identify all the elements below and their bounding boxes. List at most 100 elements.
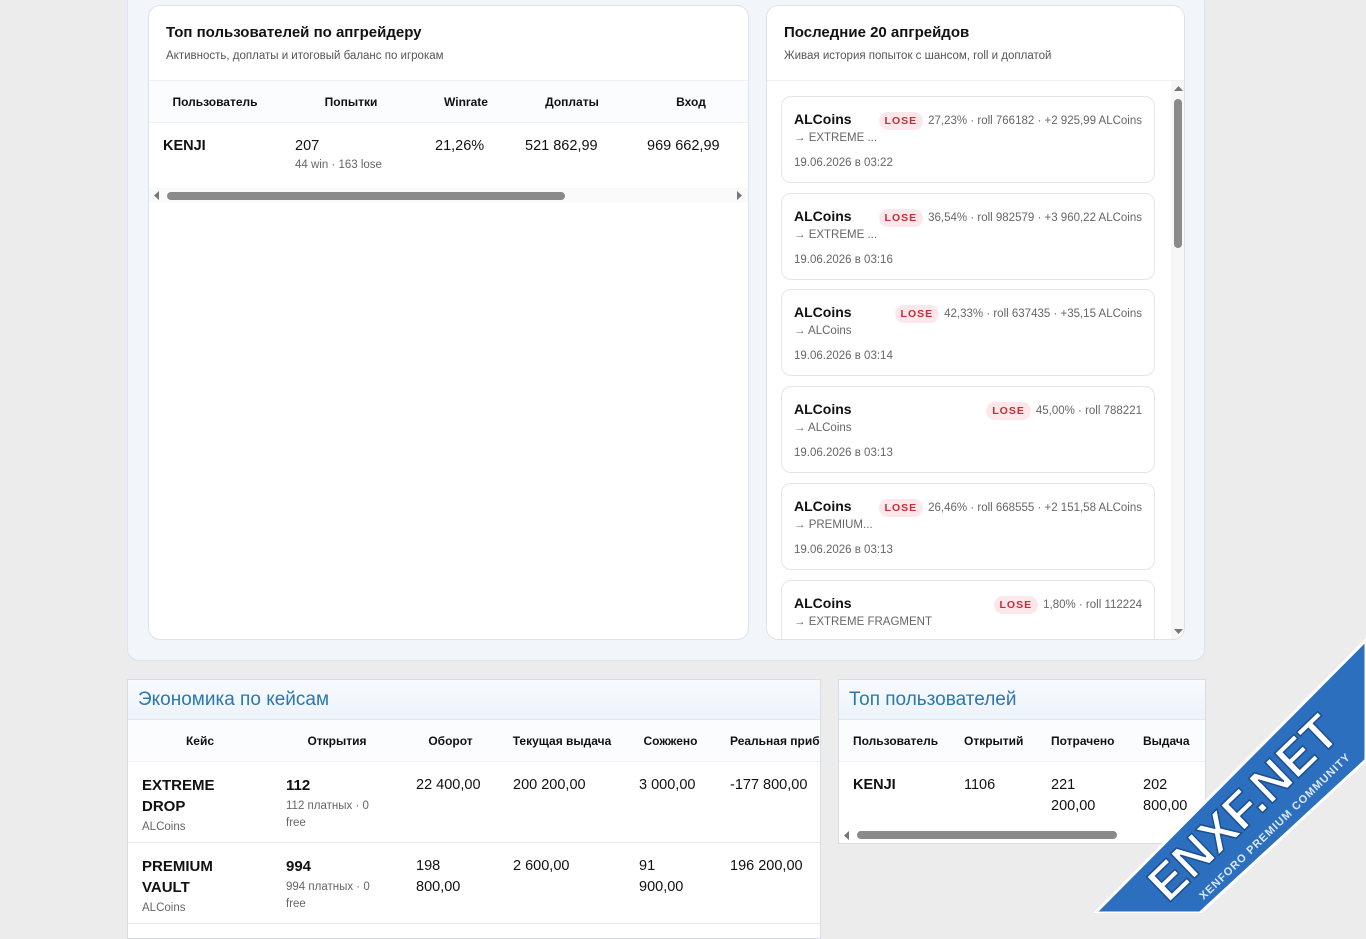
- opens-cell: 112 112 платных · 0 free: [272, 762, 402, 843]
- column-header: Оборот: [402, 720, 499, 762]
- surcharges-cell: 521 862,99: [525, 138, 598, 154]
- status-badge: LOSE: [894, 305, 940, 324]
- item-target: → EXTREME ...: [794, 228, 878, 241]
- column-header: Вход: [633, 81, 748, 123]
- item-info: 45,00% · roll 788221: [1035, 405, 1142, 418]
- payout-cell: 202 800,00: [1143, 777, 1188, 814]
- card-subtitle: Живая история попыток с шансом, roll и д…: [784, 50, 1052, 62]
- item-meta: LOSE 26,46% · roll 668555 · +2 151,58 ALC…: [878, 498, 1142, 517]
- burned-cell: 3 000,00: [639, 777, 696, 793]
- turnover-cell: 22 400,00: [416, 777, 481, 793]
- status-badge: LOSE: [878, 112, 924, 130]
- column-header: Текущая выдача: [499, 720, 625, 762]
- scroll-right[interactable]: [736, 191, 744, 200]
- burned-cell: 91 900,00: [639, 858, 684, 895]
- economy-row: EXTREME DROP ALCoins 112 112 платных · 0 fr…: [128, 762, 820, 843]
- panel-title: Экономика по кейсам: [128, 680, 820, 720]
- column-header: Выдача: [1129, 720, 1205, 762]
- item-target: → PREMIUM...: [794, 518, 873, 531]
- column-header: Пользователь: [839, 720, 950, 762]
- scroll-left[interactable]: [153, 191, 161, 200]
- case-name: EXTREME DROP: [142, 777, 215, 815]
- recent-list: ALCoins LOSE 27,23% · roll 766182 · +2 925…: [767, 81, 1171, 639]
- card-title: Последние 20 апгрейдов: [784, 24, 970, 41]
- column-header: Доплаты: [511, 81, 633, 123]
- top-users-table: Пользователь Открытий Потрачено Выдача K…: [839, 720, 1205, 823]
- column-header: Открытия: [272, 720, 402, 762]
- item-meta: LOSE 45,00% · roll 788221: [986, 402, 1142, 421]
- item-name: ALCoins: [794, 497, 852, 514]
- item-name: ALCoins: [794, 304, 852, 321]
- column-header: Кейс: [128, 720, 272, 762]
- item-target: → EXTREME FRAGMENT: [794, 615, 933, 628]
- item-target: → EXTREME ...: [794, 132, 878, 144]
- watermark-title: ENXF.NET: [1137, 704, 1350, 912]
- case-cell: EXTREME DROP ALCoins: [128, 762, 272, 843]
- page: Топ пользователей по апгрейдеру Активнос…: [127, 0, 1366, 939]
- upgrade-item: ALCoins LOSE 27,23% · roll 766182 · +2 925…: [781, 96, 1155, 183]
- item-date: 19.06.2026 в 03:22: [794, 157, 893, 169]
- column-header: Открытий: [950, 720, 1037, 762]
- item-date: 19.06.2026 в 03:13: [794, 447, 893, 460]
- profit-cell: 196 200,00: [730, 858, 803, 874]
- opens-cell: 994 994 платных · 0 free: [272, 843, 402, 924]
- h-scrollbar[interactable]: [839, 828, 1205, 843]
- attempts: 207: [295, 138, 320, 154]
- panel-title: Топ пользователей: [839, 680, 1205, 720]
- input-cell: 969 662,99: [647, 138, 720, 154]
- profit-cell: -177 800,00: [730, 777, 808, 793]
- item-name: ALCoins: [794, 594, 852, 611]
- status-badge: LOSE: [878, 498, 924, 517]
- scroll-thumb[interactable]: [857, 831, 1117, 839]
- item-date: 19.06.2026 в 03:16: [794, 253, 893, 266]
- watermark: ENXF.NET XENFORO PREMIUM COMMUNITY: [1092, 637, 1366, 913]
- item-name: ALCoins: [794, 401, 852, 418]
- top-users-panel: Топ пользователей Пользователь Открытий …: [838, 679, 1206, 844]
- v-scrollbar[interactable]: [1171, 81, 1184, 639]
- item-meta: LOSE 1,80% · roll 112224: [993, 595, 1142, 614]
- upgrader-top-card: Топ пользователей по апгрейдеру Активнос…: [148, 5, 749, 640]
- attempts-detail: 44 win · 163 lose: [295, 159, 382, 171]
- economy-table: Кейс Открытия Оборот Текущая выдача Сожжено Р…: [128, 720, 820, 924]
- item-info: 42,33% · roll 637435 · +35,15 ALCoins: [944, 308, 1142, 321]
- scroll-thumb[interactable]: [1174, 99, 1182, 248]
- card-subtitle: Активность, доплаты и итоговый баланс по…: [166, 50, 444, 62]
- column-header: Пользователь: [149, 81, 281, 123]
- item-info: 26,46% · roll 668555 · +2 151,58 ALCoins: [928, 501, 1142, 514]
- economy-panel: Экономика по кейсам Кейс Открытия Оборот Те…: [127, 679, 821, 939]
- upgrade-item: ALCoins LOSE 45,00% · roll 788221 → ALCoins…: [781, 386, 1155, 474]
- status-badge: LOSE: [878, 208, 924, 227]
- column-header: Потрачено: [1037, 720, 1129, 762]
- winrate-cell: 21,26%: [435, 138, 485, 154]
- item-meta: LOSE 42,33% · roll 637435 · +35,15 ALCoin…: [894, 305, 1142, 324]
- upgrade-item: ALCoins LOSE 42,33% · roll 637435 · +35,15…: [781, 289, 1155, 377]
- case-cell: PREMIUM VAULT ALCoins: [128, 843, 272, 924]
- payout-cell: 200 200,00: [513, 777, 586, 793]
- card-title: Топ пользователей по апгрейдеру: [166, 24, 422, 41]
- user-cell: KENJI: [853, 777, 896, 793]
- payout-cell: 2 600,00: [513, 858, 570, 874]
- upgrade-item: ALCoins LOSE 26,46% · roll 668555 · +2 151…: [781, 482, 1155, 570]
- column-header: Сожжено: [625, 720, 716, 762]
- status-badge: LOSE: [993, 595, 1039, 614]
- case-currency: ALCoins: [142, 821, 186, 833]
- status-badge: LOSE: [986, 402, 1031, 421]
- column-header: Winrate: [421, 81, 511, 123]
- case-currency: ALCoins: [142, 902, 186, 914]
- item-info: 1,80% · roll 112224: [1043, 598, 1142, 611]
- opens: 994: [286, 858, 312, 875]
- item-name: ALCoins: [794, 207, 852, 224]
- item-target: → ALCoins: [794, 325, 852, 338]
- item-info: 27,23% · roll 766182 · +2 925,99 ALCoins: [928, 115, 1142, 127]
- item-target: → ALCoins: [794, 422, 852, 435]
- user-cell: KENJI: [163, 138, 206, 154]
- upgrade-item: ALCoins LOSE 1,80% · roll 112224 → EXTREME …: [781, 579, 1155, 639]
- h-scrollbar[interactable]: [149, 188, 748, 203]
- case-name: PREMIUM VAULT: [142, 858, 213, 896]
- upgrader-table: Пользователь Попытки Winrate Доплаты Вхо…: [149, 81, 748, 180]
- column-header: Попытки: [281, 81, 421, 123]
- recent-card: Последние 20 апгрейдов Живая история поп…: [766, 5, 1185, 640]
- item-name: ALCoins: [794, 111, 852, 127]
- scroll-thumb[interactable]: [167, 192, 565, 200]
- column-header: Реальная прибыль: [716, 720, 820, 762]
